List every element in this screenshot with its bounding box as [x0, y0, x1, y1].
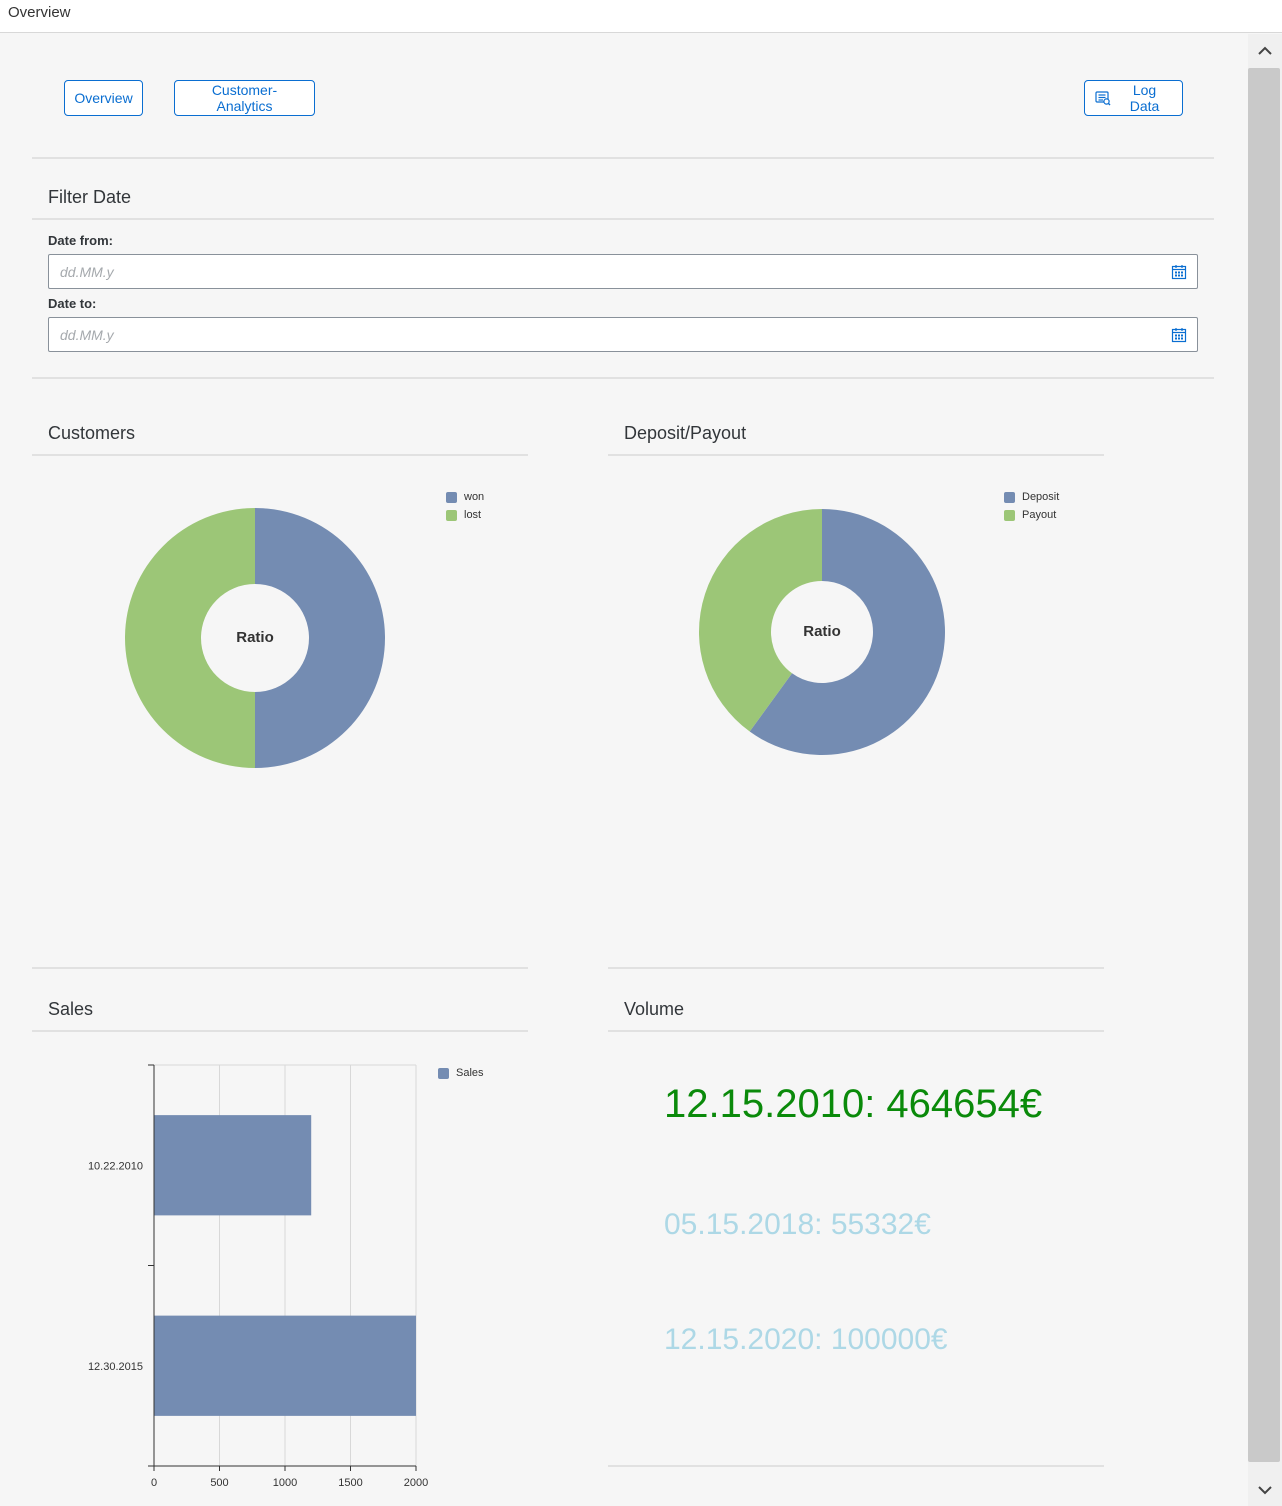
customer-analytics-button[interactable]: Customer-Analytics [174, 80, 315, 116]
log-data-icon [1095, 90, 1111, 106]
scroll-up-icon[interactable] [1254, 40, 1276, 62]
window-titlebar: Overview [0, 0, 1282, 33]
sales-bar [154, 1115, 312, 1216]
deposit-payout-title: Deposit/Payout [624, 423, 747, 443]
filter-date-title: Filter Date [48, 187, 132, 207]
legend-item-payout: Payout [1004, 506, 1059, 524]
overview-button[interactable]: Overview [64, 80, 143, 116]
legend-item-won: won [446, 488, 484, 506]
legend-item-lost: lost [446, 506, 484, 524]
x-tick-label: 1000 [273, 1477, 297, 1489]
sales-bar [154, 1315, 416, 1416]
volume-entry-1: 12.15.2010: 464654€ [664, 1082, 1043, 1126]
customers-title: Customers [48, 423, 136, 443]
volume-entry-2: 05.15.2018: 55332€ [664, 1208, 931, 1241]
customers-donut-chart: Ratio [125, 508, 385, 768]
divider [608, 1030, 1104, 1032]
legend-label-payout: Payout [1022, 509, 1057, 521]
x-tick-label: 1500 [338, 1477, 362, 1489]
date-to-field[interactable] [48, 317, 1198, 352]
donut-slice-won [255, 508, 385, 768]
sales-legend: Sales [438, 1064, 484, 1082]
legend-label-sales: Sales [456, 1067, 484, 1079]
divider [32, 377, 1214, 379]
donut-slice-payout [699, 509, 822, 732]
scrollbar-thumb[interactable] [1248, 68, 1280, 1462]
customers-center-label: Ratio [236, 629, 274, 646]
date-to-label: Date to: [48, 296, 97, 311]
vertical-scrollbar[interactable] [1248, 34, 1282, 1506]
customers-legend: won lost [446, 488, 484, 524]
divider [32, 967, 528, 969]
x-tick-label: 0 [151, 1477, 157, 1489]
deposit-payout-center-label: Ratio [803, 623, 841, 640]
x-tick-label: 2000 [404, 1477, 428, 1489]
divider [32, 1030, 528, 1032]
date-from-label: Date from: [48, 233, 114, 248]
divider [608, 1465, 1104, 1467]
x-tick-label: 500 [210, 1477, 228, 1489]
donut-slice-deposit [749, 509, 945, 755]
donut-slice-lost [125, 508, 255, 768]
volume-entry-3: 12.15.2020: 100000€ [664, 1323, 948, 1356]
date-from-input[interactable] [49, 255, 1159, 288]
sales-bar-chart: 0 500 1000 1500 2000 10.22.2010 12.30.2015 [88, 1064, 428, 1489]
divider [608, 454, 1104, 456]
calendar-icon[interactable] [1171, 264, 1187, 280]
log-data-button[interactable]: Log Data [1084, 80, 1183, 116]
volume-title: Volume [624, 999, 685, 1019]
legend-label-deposit: Deposit [1022, 491, 1060, 503]
legend-label-lost: lost [464, 509, 482, 521]
date-from-field[interactable] [48, 254, 1198, 289]
window-title: Overview [8, 4, 71, 21]
y-category-label: 10.22.2010 [88, 1160, 143, 1172]
calendar-icon[interactable] [1171, 327, 1187, 343]
deposit-payout-donut-chart: Ratio [699, 509, 945, 755]
log-data-label: Log Data [1129, 82, 1160, 114]
legend-item-sales: Sales [438, 1064, 484, 1082]
y-category-label: 12.30.2015 [88, 1361, 143, 1373]
legend-label-won: won [464, 491, 485, 503]
date-to-input[interactable] [49, 318, 1159, 351]
divider [32, 157, 1214, 159]
scroll-down-icon[interactable] [1254, 1479, 1276, 1501]
divider [608, 967, 1104, 969]
deposit-payout-legend: Deposit Payout [1004, 488, 1059, 524]
divider [32, 454, 528, 456]
legend-item-deposit: Deposit [1004, 488, 1059, 506]
divider [32, 218, 1214, 220]
sales-title: Sales [48, 999, 94, 1019]
